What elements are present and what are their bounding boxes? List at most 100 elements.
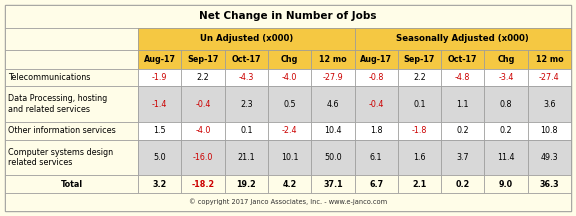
Text: 0.2: 0.2 <box>456 180 470 189</box>
Text: -1.8: -1.8 <box>412 126 427 135</box>
Text: 1.1: 1.1 <box>457 100 469 109</box>
Text: 10.8: 10.8 <box>541 126 558 135</box>
Bar <box>268 122 311 140</box>
Bar <box>225 175 268 193</box>
Bar <box>484 140 528 175</box>
Bar <box>441 86 484 122</box>
Text: 3.6: 3.6 <box>543 100 556 109</box>
Bar <box>225 69 268 86</box>
Bar <box>398 175 441 193</box>
Text: 0.5: 0.5 <box>283 100 296 109</box>
Text: Computer systems design
related services: Computer systems design related services <box>8 148 113 167</box>
Bar <box>268 49 311 69</box>
Bar <box>181 86 225 122</box>
Bar <box>181 175 225 193</box>
Bar <box>138 69 181 86</box>
Bar <box>225 140 268 175</box>
Text: Net Change in Number of Jobs: Net Change in Number of Jobs <box>199 11 377 21</box>
Bar <box>311 140 354 175</box>
Bar <box>311 69 354 86</box>
Bar <box>5 5 571 28</box>
Bar <box>441 140 484 175</box>
Text: -18.2: -18.2 <box>191 180 214 189</box>
Text: 12 mo: 12 mo <box>536 55 563 64</box>
Bar <box>354 49 398 69</box>
Bar <box>138 122 181 140</box>
Text: 6.1: 6.1 <box>370 153 382 162</box>
Bar <box>181 122 225 140</box>
Bar <box>181 49 225 69</box>
Text: 1.8: 1.8 <box>370 126 382 135</box>
Text: Sep-17: Sep-17 <box>404 55 435 64</box>
Bar <box>181 140 225 175</box>
Text: 4.6: 4.6 <box>327 100 339 109</box>
Bar <box>528 122 571 140</box>
Bar <box>311 175 354 193</box>
Text: -27.4: -27.4 <box>539 73 560 82</box>
Text: 10.1: 10.1 <box>281 153 298 162</box>
Text: 2.2: 2.2 <box>413 73 426 82</box>
Bar <box>268 140 311 175</box>
Text: 0.1: 0.1 <box>413 100 426 109</box>
Text: Oct-17: Oct-17 <box>232 55 261 64</box>
Bar <box>528 69 571 86</box>
Bar <box>484 69 528 86</box>
Bar <box>354 28 571 49</box>
Bar <box>528 140 571 175</box>
Text: -3.4: -3.4 <box>498 73 514 82</box>
Bar <box>441 175 484 193</box>
Bar <box>5 122 138 140</box>
Text: 1.5: 1.5 <box>153 126 166 135</box>
Text: 37.1: 37.1 <box>323 180 343 189</box>
Text: -0.4: -0.4 <box>369 100 384 109</box>
Text: 4.2: 4.2 <box>282 180 297 189</box>
Text: -4.0: -4.0 <box>282 73 297 82</box>
Bar <box>5 49 138 69</box>
Text: 0.2: 0.2 <box>456 126 469 135</box>
Bar <box>528 175 571 193</box>
Bar <box>398 49 441 69</box>
Text: 0.8: 0.8 <box>500 100 512 109</box>
Bar <box>354 140 398 175</box>
Text: 19.2: 19.2 <box>236 180 256 189</box>
Bar <box>398 140 441 175</box>
Bar <box>354 86 398 122</box>
Bar <box>5 193 571 211</box>
Text: Other information services: Other information services <box>8 126 116 135</box>
Bar <box>441 69 484 86</box>
Text: Total: Total <box>60 180 82 189</box>
Bar <box>268 175 311 193</box>
Bar <box>311 122 354 140</box>
Bar <box>5 86 138 122</box>
Bar <box>225 86 268 122</box>
Bar <box>225 49 268 69</box>
Text: Un Adjusted (x000): Un Adjusted (x000) <box>200 34 293 43</box>
Text: 49.3: 49.3 <box>540 153 558 162</box>
Bar <box>528 49 571 69</box>
Text: -1.9: -1.9 <box>152 73 168 82</box>
Text: 11.4: 11.4 <box>497 153 515 162</box>
Text: -4.8: -4.8 <box>455 73 471 82</box>
Text: -4.0: -4.0 <box>195 126 211 135</box>
Text: 2.1: 2.1 <box>412 180 427 189</box>
Text: Seasonally Adjusted (x000): Seasonally Adjusted (x000) <box>396 34 529 43</box>
Text: Chg: Chg <box>281 55 298 64</box>
Bar <box>138 140 181 175</box>
Bar <box>398 86 441 122</box>
Text: -4.3: -4.3 <box>238 73 254 82</box>
Text: 3.2: 3.2 <box>153 180 167 189</box>
Bar <box>138 49 181 69</box>
Text: 1.6: 1.6 <box>413 153 426 162</box>
Text: 36.3: 36.3 <box>540 180 559 189</box>
Bar <box>138 28 354 49</box>
Bar <box>5 28 138 49</box>
Text: Data Processing, hosting
and related services: Data Processing, hosting and related ser… <box>8 94 107 114</box>
Bar <box>354 122 398 140</box>
Bar <box>398 69 441 86</box>
Text: Telecommunications: Telecommunications <box>8 73 90 82</box>
Text: 21.1: 21.1 <box>237 153 255 162</box>
Text: © copyright 2017 Janco Associates, Inc. - www.e-janco.com: © copyright 2017 Janco Associates, Inc. … <box>189 199 387 205</box>
Text: -27.9: -27.9 <box>323 73 343 82</box>
Text: Oct-17: Oct-17 <box>448 55 478 64</box>
Text: Aug-17: Aug-17 <box>360 55 392 64</box>
